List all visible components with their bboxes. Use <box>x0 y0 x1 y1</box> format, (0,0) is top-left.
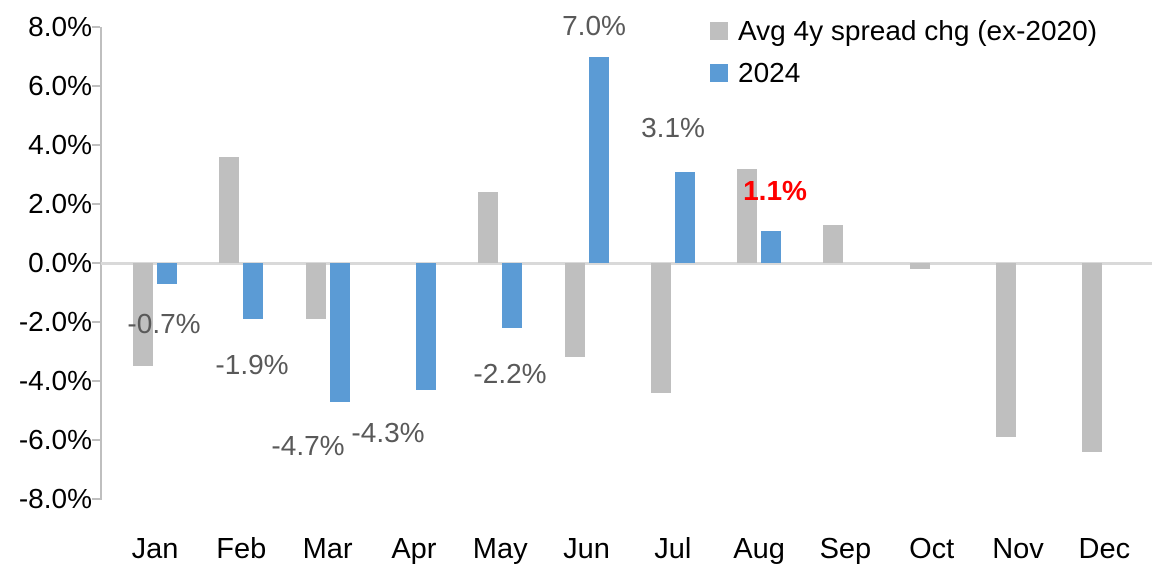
value-label-jan: -0.7% <box>127 308 201 339</box>
bar-2024-jun <box>588 56 609 263</box>
bar-2024-apr <box>415 263 436 390</box>
bar-avg-aug <box>737 168 758 263</box>
bar-2024-feb <box>243 263 264 320</box>
bar-avg-jun <box>564 263 585 358</box>
y-axis-tick <box>92 26 100 28</box>
value-label-feb: -1.9% <box>215 349 289 380</box>
y-axis-label: 4.0% <box>28 129 92 160</box>
bar-avg-sep <box>823 224 844 263</box>
bar-2024-may <box>502 263 523 328</box>
x-axis-label-apr: Apr <box>391 533 437 565</box>
y-axis-label: -2.0% <box>18 306 92 337</box>
bar-avg-nov <box>996 263 1016 438</box>
y-axis-tick <box>92 262 100 264</box>
y-axis-tick <box>92 85 100 87</box>
x-axis-label-feb: Feb <box>216 533 267 565</box>
x-axis-label-sep: Sep <box>819 533 872 565</box>
y-axis-label: 6.0% <box>28 70 92 101</box>
x-axis-label-jan: Jan <box>131 533 179 565</box>
legend-label-2024: 2024 <box>738 57 801 88</box>
y-axis-tick <box>92 380 100 382</box>
zero-baseline <box>101 262 1152 265</box>
y-axis-tick <box>92 203 100 205</box>
x-axis-label-dec: Dec <box>1078 533 1131 565</box>
x-axis-label-jun: Jun <box>563 533 610 565</box>
x-axis-label-jul: Jul <box>654 533 692 565</box>
bar-avg-dec <box>1082 263 1103 452</box>
value-label-jul: 3.1% <box>641 112 705 143</box>
bar-avg-may <box>478 192 499 263</box>
bar-2024-jul <box>674 171 695 263</box>
legend-item-2024: 2024 <box>710 57 1097 89</box>
x-axis-label-oct: Oct <box>909 533 955 565</box>
y-axis-label: 8.0% <box>28 11 92 42</box>
x-axis-label-aug: Aug <box>733 533 785 565</box>
y-axis-label: -4.0% <box>18 365 92 396</box>
bar-avg-oct <box>909 263 930 269</box>
legend-item-avg-4y-spread: Avg 4y spread chg (ex-2020) <box>710 15 1097 47</box>
x-axis-label-may: May <box>472 533 528 565</box>
value-label-aug: 1.1% <box>743 175 807 206</box>
y-axis-tick <box>92 498 100 500</box>
value-label-mar: -4.7% <box>271 430 345 461</box>
value-label-jun: 7.0% <box>562 10 626 41</box>
bar-2024-jan <box>157 263 177 284</box>
bar-avg-feb <box>219 156 240 263</box>
bar-avg-jul <box>650 263 671 393</box>
x-axis-label-mar: Mar <box>302 533 353 565</box>
y-axis-label: -8.0% <box>18 483 92 514</box>
chart-legend: Avg 4y spread chg (ex-2020) 2024 <box>710 15 1097 89</box>
bar-avg-mar <box>305 263 326 320</box>
value-label-may: -2.2% <box>473 358 547 389</box>
legend-swatch-gray <box>710 22 728 40</box>
y-axis-tick <box>92 439 100 441</box>
bar-2024-aug <box>761 230 782 263</box>
y-axis-label: 2.0% <box>28 188 92 219</box>
bar-avg-jan <box>133 263 153 367</box>
bar-2024-mar <box>329 263 350 402</box>
y-axis-tick <box>92 321 100 323</box>
y-axis-label: -6.0% <box>18 424 92 455</box>
y-axis-label: 0.0% <box>28 247 92 278</box>
legend-label-avg-4y-spread: Avg 4y spread chg (ex-2020) <box>738 15 1098 46</box>
legend-swatch-blue <box>710 64 728 82</box>
value-label-apr: -4.3% <box>351 417 425 448</box>
y-axis-tick <box>92 144 100 146</box>
x-axis-label-nov: Nov <box>992 533 1044 565</box>
